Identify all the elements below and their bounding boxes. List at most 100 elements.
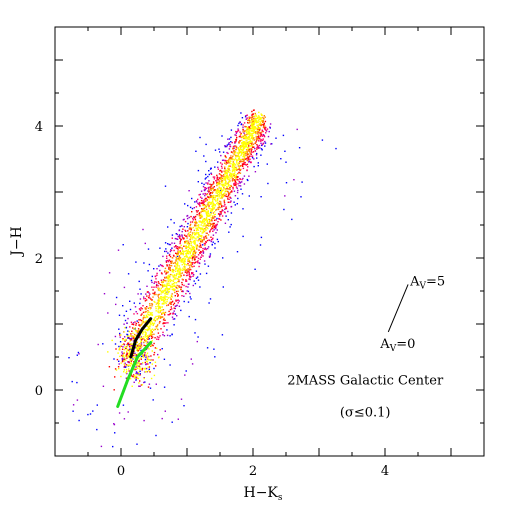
scatter-point [217, 200, 218, 201]
scatter-point [237, 164, 238, 165]
scatter-point [122, 346, 123, 347]
survey-label: 2MASS Galactic Center [287, 374, 444, 389]
scatter-point [218, 218, 219, 219]
scatter-point [207, 240, 208, 241]
scatter-point [141, 308, 142, 309]
scatter-point [248, 158, 249, 159]
scatter-point [210, 188, 211, 189]
scatter-point [297, 129, 298, 130]
scatter-point [216, 175, 217, 176]
scatter-point [257, 121, 258, 122]
scatter-point [204, 195, 205, 196]
scatter-point [176, 266, 177, 267]
scatter-point [204, 187, 205, 188]
scatter-point [212, 215, 213, 216]
scatter-point [238, 152, 239, 153]
scatter-point [161, 317, 162, 318]
scatter-point [219, 151, 220, 152]
scatter-point [234, 142, 235, 143]
scatter-point [190, 225, 191, 226]
scatter-point [211, 224, 212, 225]
scatter-point [162, 265, 163, 266]
scatter-point [148, 335, 149, 336]
scatter-point [181, 261, 182, 262]
scatter-point [208, 302, 209, 303]
scatter-point [180, 310, 181, 311]
scatter-point [182, 279, 183, 280]
scatter-point [173, 276, 174, 277]
scatter-point [293, 179, 294, 180]
scatter-point [73, 404, 74, 405]
scatter-point [263, 118, 264, 119]
scatter-point [129, 331, 130, 332]
scatter-point [175, 269, 176, 270]
scatter-point [200, 239, 201, 240]
scatter-point [234, 163, 235, 164]
scatter-point [188, 265, 189, 266]
scatter-point [218, 179, 219, 180]
scatter-point [160, 296, 161, 297]
scatter-point [162, 313, 163, 314]
scatter-point [189, 262, 190, 263]
scatter-point [220, 155, 221, 156]
scatter-point [176, 305, 177, 306]
scatter-point [197, 225, 198, 226]
scatter-point [258, 134, 259, 135]
scatter-point [174, 303, 175, 304]
scatter-point [201, 235, 202, 236]
scatter-point [224, 200, 225, 201]
scatter-point [213, 242, 214, 243]
scatter-point [166, 296, 167, 297]
scatter-point [186, 250, 187, 251]
scatter-point [207, 199, 208, 200]
scatter-point [120, 376, 121, 377]
scatter-point [151, 280, 152, 281]
scatter-point [247, 149, 248, 150]
scatter-point [210, 202, 211, 203]
scatter-point [151, 378, 152, 379]
scatter-point [143, 420, 144, 421]
scatter-point [138, 362, 139, 363]
scatter-point [159, 322, 160, 323]
scatter-point [242, 131, 243, 132]
scatter-point [228, 143, 229, 144]
scatter-point [171, 263, 172, 264]
scatter-point [235, 146, 236, 147]
scatter-point [177, 263, 178, 264]
scatter-point [229, 187, 230, 188]
scatter-point [134, 302, 135, 303]
scatter-point [171, 265, 172, 266]
scatter-point [116, 297, 117, 298]
scatter-point [201, 257, 202, 258]
scatter-point [157, 311, 158, 312]
scatter-point [168, 304, 169, 305]
scatter-point [254, 126, 255, 127]
scatter-point [224, 168, 225, 169]
scatter-point [135, 324, 136, 325]
scatter-point [134, 336, 135, 337]
scatter-point [165, 280, 166, 281]
scatter-point [173, 318, 174, 319]
scatter-point [221, 190, 222, 191]
scatter-point [128, 365, 129, 366]
scatter-point [260, 136, 261, 137]
scatter-point [77, 355, 78, 356]
scatter-point [172, 238, 173, 239]
scatter-point [237, 183, 238, 184]
scatter-point [137, 313, 138, 314]
scatter-point [199, 263, 200, 264]
scatter-point [251, 128, 252, 129]
scatter-point [205, 207, 206, 208]
scatter-point [200, 216, 201, 217]
scatter-point [249, 119, 250, 120]
scatter-point [232, 159, 233, 160]
scatter-point [224, 188, 225, 189]
scatter-point [183, 296, 184, 297]
scatter-point [144, 341, 145, 342]
scatter-point [122, 353, 123, 354]
scatter-point [169, 335, 170, 336]
scatter-point [258, 120, 259, 121]
scatter-point [123, 360, 124, 361]
scatter-point [130, 344, 131, 345]
scatter-point [130, 365, 131, 366]
